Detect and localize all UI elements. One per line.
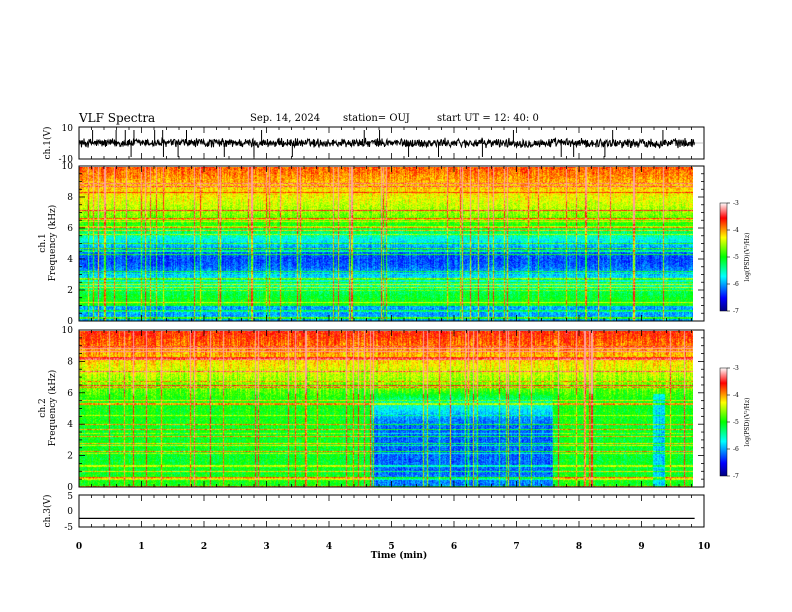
x-axis-label: Time (min) (371, 550, 428, 561)
ch1-ylabel: ch.1(V) (42, 127, 53, 160)
ch1-spec-ylabel-freq: Frequency (kHz) (47, 205, 58, 282)
ch3-ytick-bottom: -5 (64, 523, 73, 533)
ch1-spikes (78, 130, 664, 157)
freq-tick-label: 10 (62, 162, 74, 172)
ch1-ytick-top: 10 (62, 124, 74, 134)
freq-tick-label: 0 (67, 483, 73, 493)
colorbar-tick-label: -7 (733, 308, 739, 315)
x-tick-label: 9 (638, 542, 644, 552)
x-tick-label: 1 (138, 542, 144, 552)
ch2-colorbar-label: log(PSD)(V²/Hz) (744, 398, 751, 447)
colorbar-tick-label: -3 (733, 200, 739, 207)
ch1-freq-ticks: 0 2 4 6 8 10 (62, 162, 704, 327)
freq-tick-label: 6 (67, 224, 73, 234)
ch1-colorbar-ticks: -3 -4 -5 -6 -7 (727, 200, 739, 315)
ch1-spectrogram-image (79, 167, 693, 321)
freq-tick-label: 2 (67, 286, 73, 296)
colorbar-tick-label: -4 (733, 392, 739, 399)
ch3-ytick-zero: 0 (67, 507, 73, 517)
ch3-ytick-top: 5 (67, 492, 73, 502)
chart-title: VLF Spectra (79, 111, 156, 125)
x-tick-label: 4 (326, 542, 332, 552)
x-tick-label: 8 (576, 542, 582, 552)
ch1-colorbar (719, 202, 728, 312)
freq-tick-label: 2 (67, 452, 73, 462)
x-tick-label: 2 (201, 542, 207, 552)
colorbar-tick-label: -5 (733, 419, 739, 426)
time-tick-labels: 0 1 2 3 4 5 6 7 8 9 10 (76, 542, 710, 552)
colorbar-tick-label: -3 (733, 365, 739, 372)
freq-tick-label: 0 (67, 317, 73, 327)
colorbar-tick-label: -5 (733, 254, 739, 261)
ch2-spec-ylabel-freq: Frequency (kHz) (47, 370, 58, 447)
freq-tick-label: 8 (67, 193, 73, 203)
ch1-colorbar-label: log(PSD)(V²/Hz) (744, 233, 751, 282)
ch2-colorbar-ticks: -3 -4 -5 -6 -7 (727, 365, 739, 480)
freq-tick-label: 4 (67, 420, 73, 430)
ch3-ylabel: ch.3(V) (42, 495, 53, 528)
x-tick-label: 10 (698, 542, 711, 552)
ch2-freq-ticks: 0 2 4 6 8 10 (62, 326, 704, 493)
ch2-spec-ylabel: ch.2 (38, 398, 48, 417)
chart-date: Sep. 14, 2024 (250, 113, 321, 124)
ch2-colorbar (719, 367, 728, 477)
freq-tick-label: 10 (62, 326, 74, 336)
x-tick-label: 3 (263, 542, 269, 552)
chart-station: station= OUJ (343, 113, 410, 124)
colorbar-tick-label: -4 (733, 227, 739, 234)
colorbar-tick-label: -6 (733, 446, 739, 453)
colorbar-tick-label: -7 (733, 473, 739, 480)
chart-start-time: start UT = 12: 40: 0 (437, 113, 539, 124)
ch1-waveform-line (78, 137, 695, 149)
x-tick-label: 7 (513, 542, 519, 552)
x-tick-label: 0 (76, 542, 82, 552)
ch2-spectrogram-image (79, 331, 693, 487)
colorbar-tick-label: -6 (733, 281, 739, 288)
x-tick-label: 6 (451, 542, 457, 552)
ch1-ytick-bottom: -10 (59, 155, 74, 165)
x-tick-label: 5 (388, 542, 394, 552)
freq-tick-label: 8 (67, 357, 73, 367)
freq-tick-label: 6 (67, 389, 73, 399)
time-ticks (78, 127, 705, 527)
ch1-spec-ylabel: ch.1 (38, 233, 48, 252)
freq-tick-label: 4 (67, 255, 73, 265)
